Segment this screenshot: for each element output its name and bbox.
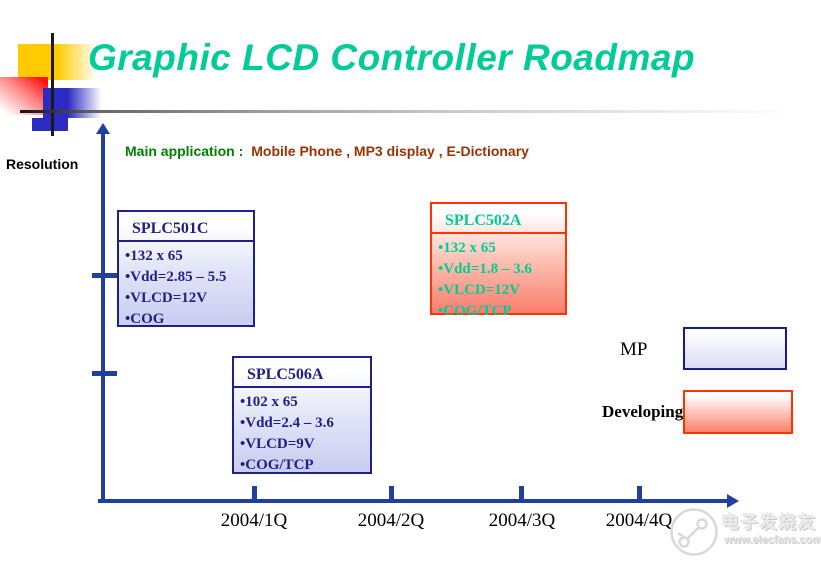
x-axis-tick — [252, 486, 257, 499]
product-spec: •COG/TCP — [438, 303, 512, 319]
elecfans-logo-icon — [670, 508, 718, 556]
corner-decoration-yellow-square — [18, 44, 102, 80]
x-axis-tick — [637, 486, 642, 499]
corner-decoration-vertical-line — [51, 33, 54, 136]
product-spec: •132 x 65 — [438, 240, 496, 256]
product-specs: •102 x 65 •Vdd=2.4 – 3.6 •VLCD=9V •COG/T… — [234, 388, 370, 476]
legend-swatch-developing — [683, 390, 793, 434]
product-card-splc501c: SPLC501C •132 x 65 •Vdd=2.85 – 5.5 •VLCD… — [117, 210, 255, 327]
product-spec: •Vdd=2.85 – 5.5 — [125, 269, 227, 285]
product-spec: •Vdd=1.8 – 3.6 — [438, 261, 532, 277]
x-axis-tick — [389, 486, 394, 499]
product-spec: •132 x 65 — [125, 248, 183, 264]
x-tick-label-2004-2q: 2004/2Q — [357, 510, 425, 531]
main-application-label: Main application : — [125, 143, 244, 159]
product-spec: •VLCD=12V — [438, 282, 521, 298]
product-name: SPLC506A — [234, 358, 370, 388]
corner-decoration-blue-square — [43, 88, 68, 131]
product-spec: •Vdd=2.4 – 3.6 — [240, 415, 334, 431]
product-card-splc502a: SPLC502A •132 x 65 •Vdd=1.8 – 3.6 •VLCD=… — [430, 202, 567, 319]
product-spec: •102 x 65 — [240, 394, 298, 410]
watermark-url: www.elecfans.com — [724, 534, 821, 546]
product-spec: •VLCD=9V — [240, 436, 315, 452]
legend-swatch-mp — [683, 327, 787, 370]
product-spec: •COG — [125, 311, 165, 327]
x-tick-label-2004-1q: 2004/1Q — [220, 510, 288, 531]
watermark-name: 电子发烧友 — [722, 513, 817, 532]
x-axis-tick — [519, 486, 524, 499]
y-axis-tick — [92, 371, 117, 376]
y-axis-arrow-icon — [96, 123, 110, 134]
product-specs: •132 x 65 •Vdd=1.8 – 3.6 •VLCD=12V •COG/… — [432, 234, 565, 322]
x-axis-arrow-icon — [727, 494, 739, 508]
legend-label-mp: MP — [620, 339, 648, 360]
y-axis-tick — [92, 273, 117, 278]
product-specs: •132 x 65 •Vdd=2.85 – 5.5 •VLCD=12V •COG — [119, 242, 253, 330]
y-axis-line — [101, 134, 105, 502]
corner-decoration-blue-fade — [68, 88, 103, 118]
y-axis-label: Resolution — [6, 156, 79, 172]
main-application-caption: Main application : Mobile Phone , MP3 dis… — [125, 143, 529, 159]
main-application-value: Mobile Phone , MP3 display , E-Dictionar… — [251, 143, 529, 159]
corner-decoration-blue-square-lower — [32, 118, 45, 131]
product-spec: •COG/TCP — [240, 457, 314, 473]
product-name: SPLC502A — [432, 204, 565, 234]
corner-decoration-red-square — [0, 77, 48, 115]
product-spec: •VLCD=12V — [125, 290, 208, 306]
legend-label-developing: Developing — [602, 402, 684, 421]
watermark: 电子发烧友 www.elecfans.com — [668, 502, 821, 564]
page-title: Graphic LCD Controller Roadmap — [88, 37, 696, 78]
title-divider-line — [20, 110, 798, 113]
x-tick-label-2004-4q: 2004/4Q — [605, 510, 673, 531]
x-tick-label-2004-3q: 2004/3Q — [488, 510, 556, 531]
product-name: SPLC501C — [119, 212, 253, 242]
product-card-splc506a: SPLC506A •102 x 65 •Vdd=2.4 – 3.6 •VLCD=… — [232, 356, 372, 474]
x-axis-line — [98, 499, 728, 503]
